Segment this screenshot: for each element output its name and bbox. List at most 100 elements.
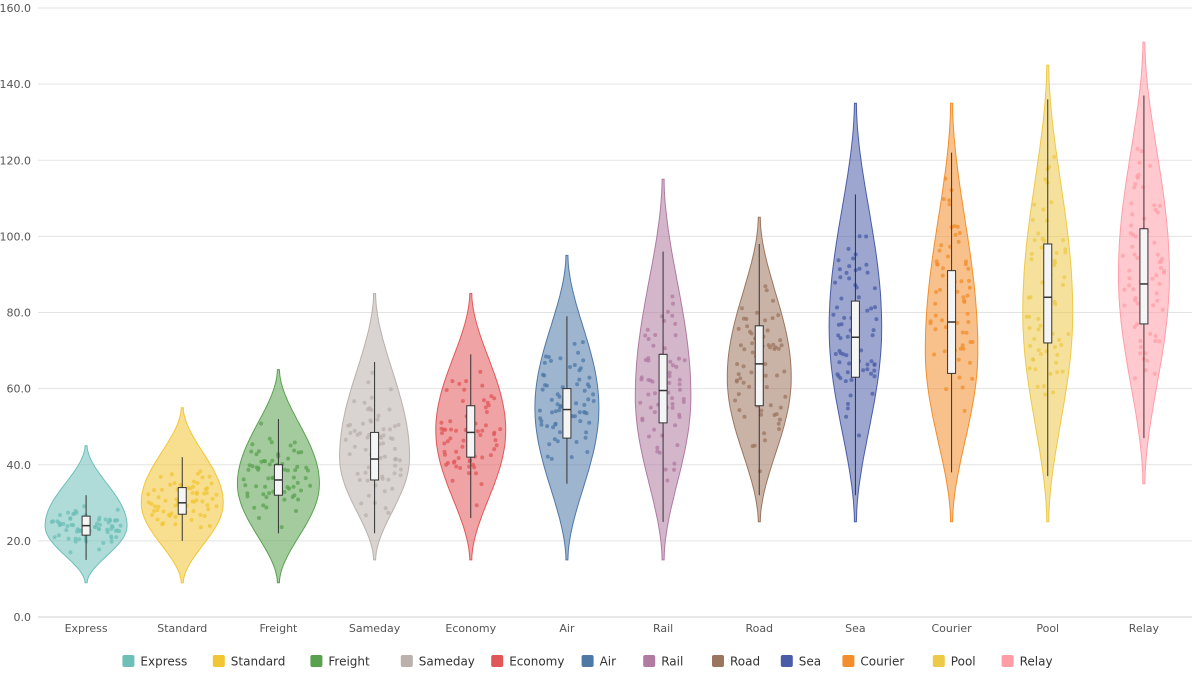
data-point [663,467,668,472]
data-point [443,427,448,432]
data-point [539,422,544,427]
data-point [957,231,962,235]
data-point [352,444,357,449]
data-point [646,358,651,363]
iqr-box [562,388,572,439]
data-point [960,343,965,348]
data-point [1129,223,1133,228]
violin-sameday [339,293,411,561]
legend-item[interactable]: Economy [491,655,564,669]
data-point [575,382,580,387]
data-point [1028,295,1033,300]
data-point [169,472,174,477]
data-point [270,458,275,463]
data-point [859,348,864,353]
data-point [483,405,488,410]
data-point [544,383,549,388]
data-point [158,474,163,479]
data-point [653,391,657,396]
data-point [1153,339,1158,343]
x-tick-label: Rail [653,622,673,635]
data-point [677,377,682,382]
data-point [65,524,70,529]
data-point [1132,325,1137,329]
data-point [782,369,787,374]
data-point [1155,252,1160,257]
data-point [587,375,592,380]
data-point [245,491,250,496]
legend-item[interactable]: Sameday [400,655,475,669]
data-point [933,327,938,332]
data-point [393,463,398,468]
legend-item[interactable]: Express [122,655,187,669]
data-point [965,293,970,298]
data-point [361,421,365,426]
data-point [776,313,781,318]
legend-item[interactable]: Standard [212,655,286,669]
legend-item[interactable]: Courier [842,655,904,669]
data-point [639,375,644,380]
data-point [1031,357,1036,362]
data-point [366,407,370,412]
data-point [214,492,219,497]
data-point [71,523,76,528]
data-point [670,405,675,410]
data-point [765,328,770,333]
data-point [382,454,387,459]
data-point [865,270,870,275]
data-point [584,430,589,435]
data-point [938,287,942,292]
data-point [670,402,675,406]
data-point [387,407,392,412]
data-point [545,454,550,459]
legend-item[interactable]: Freight [310,655,370,669]
legend-item[interactable]: Sea [780,655,821,669]
data-point [109,539,114,544]
legend-item[interactable]: Road [712,655,760,669]
legend: Express Standard Freight Sameday Economy Air R… [122,655,1053,669]
data-point [456,456,461,460]
data-point [1062,275,1067,280]
data-point [96,526,101,531]
legend-item[interactable]: Rail [643,655,683,669]
data-point [960,385,965,390]
data-point [267,462,272,467]
legend-item[interactable]: Relay [1001,655,1053,669]
data-point [1139,149,1144,154]
data-point [73,539,78,544]
data-point [874,317,879,322]
legend-swatch [491,655,504,667]
data-point [1040,236,1045,241]
data-point [774,412,779,417]
data-point [745,324,750,329]
data-point [68,550,73,555]
data-point [173,514,178,519]
data-point [965,311,970,316]
data-point [269,440,274,445]
iqr-box [850,300,860,378]
data-point [200,499,205,504]
data-point [303,476,308,481]
data-point [348,422,352,427]
x-tick-label: Standard [157,622,207,635]
data-point [845,406,850,411]
data-point [369,408,374,412]
legend-item[interactable]: Pool [932,655,976,669]
data-point [872,286,877,291]
data-point [115,528,120,533]
data-point [677,382,682,387]
data-point [261,492,266,497]
data-point [675,443,680,448]
legend-item[interactable]: Air [581,655,617,669]
legend-label: Sea [799,655,821,669]
data-point [57,521,62,526]
data-point [839,322,844,327]
data-point [146,492,151,497]
data-point [681,397,686,401]
data-point [292,448,297,453]
y-tick-label: 120.0 [0,154,31,167]
data-point [1048,371,1053,376]
data-point [1151,303,1156,308]
data-point [363,447,368,452]
data-point [1041,207,1046,212]
